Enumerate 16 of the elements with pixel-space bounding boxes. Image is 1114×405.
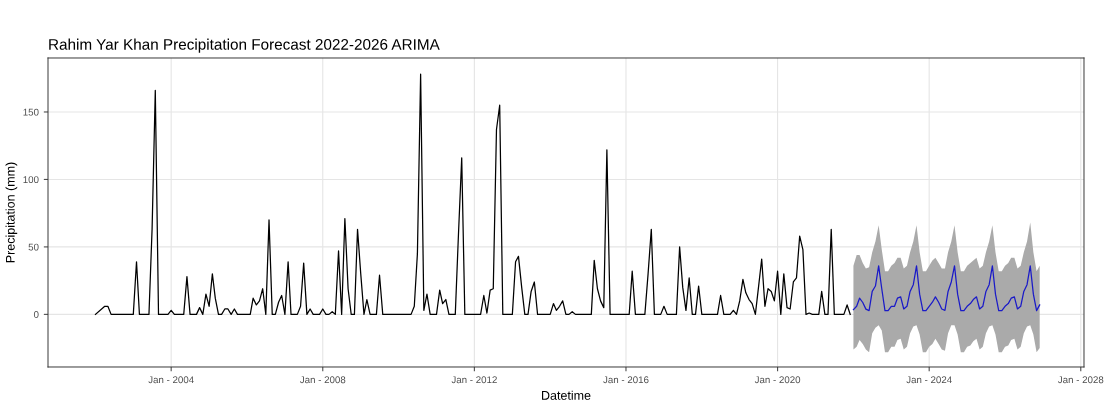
x-tick-label: Jan - 2020 — [754, 376, 801, 384]
x-axis-title: Datetime — [542, 390, 591, 400]
x-tick-label: Jan - 2004 — [148, 376, 194, 384]
y-tick-label: 100 — [23, 176, 39, 184]
chart-title: Rahim Yar Khan Precipitation Forecast 2022-2026 ARIMA — [49, 38, 440, 53]
line-series — [94, 73, 851, 316]
y-tick-label: 0 — [33, 311, 39, 318]
y-axis-title: Precipitation (mm) — [5, 162, 18, 263]
y-tick-label: 50 — [28, 243, 39, 251]
y-tick-label: 150 — [23, 108, 39, 116]
line-series — [852, 265, 1041, 312]
x-tick-label: Jan - 2028 — [1057, 376, 1104, 384]
x-tick-label: Jan - 2008 — [299, 376, 346, 384]
x-tick-label: Jan - 2012 — [451, 376, 497, 384]
x-tick-label: Jan - 2024 — [906, 376, 952, 384]
x-tick-label: Jan - 2016 — [603, 376, 649, 384]
